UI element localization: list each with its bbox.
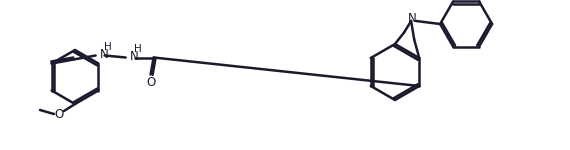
Text: O: O bbox=[146, 76, 155, 89]
Text: H: H bbox=[134, 44, 141, 54]
Text: N: N bbox=[408, 12, 417, 24]
Text: N: N bbox=[100, 48, 108, 61]
Text: N: N bbox=[129, 50, 139, 63]
Text: H: H bbox=[104, 42, 112, 51]
Text: O: O bbox=[54, 108, 64, 120]
